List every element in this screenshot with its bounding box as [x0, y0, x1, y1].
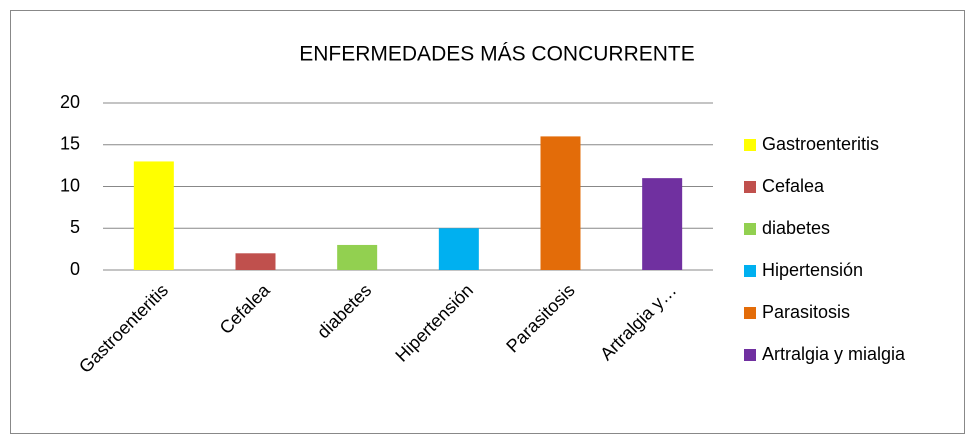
bar [438, 228, 479, 270]
legend-swatch [744, 223, 756, 235]
y-tick-label: 0 [70, 259, 80, 279]
legend-swatch [744, 181, 756, 193]
legend-swatch [744, 349, 756, 361]
legend-label: Gastroenteritis [762, 134, 879, 154]
y-tick-label: 15 [60, 134, 80, 154]
y-tick-label: 20 [60, 92, 80, 112]
legend-label: diabetes [762, 218, 830, 238]
legend-label: Cefalea [762, 176, 825, 196]
legend-swatch [744, 139, 756, 151]
bar [642, 178, 683, 270]
bar [337, 244, 378, 270]
bar [133, 161, 174, 270]
y-tick-label: 5 [70, 217, 80, 237]
y-tick-label: 10 [60, 175, 80, 195]
legend-label: Artralgia y mialgia [762, 344, 906, 364]
legend-label: Parasitosis [762, 302, 850, 322]
chart-title: ENFERMEDADES MÁS CONCURRENTE [299, 43, 695, 66]
legend-swatch [744, 307, 756, 319]
bar [235, 253, 276, 270]
legend-swatch [744, 265, 756, 277]
legend-label: Hipertensión [762, 260, 863, 280]
bar [540, 136, 581, 270]
